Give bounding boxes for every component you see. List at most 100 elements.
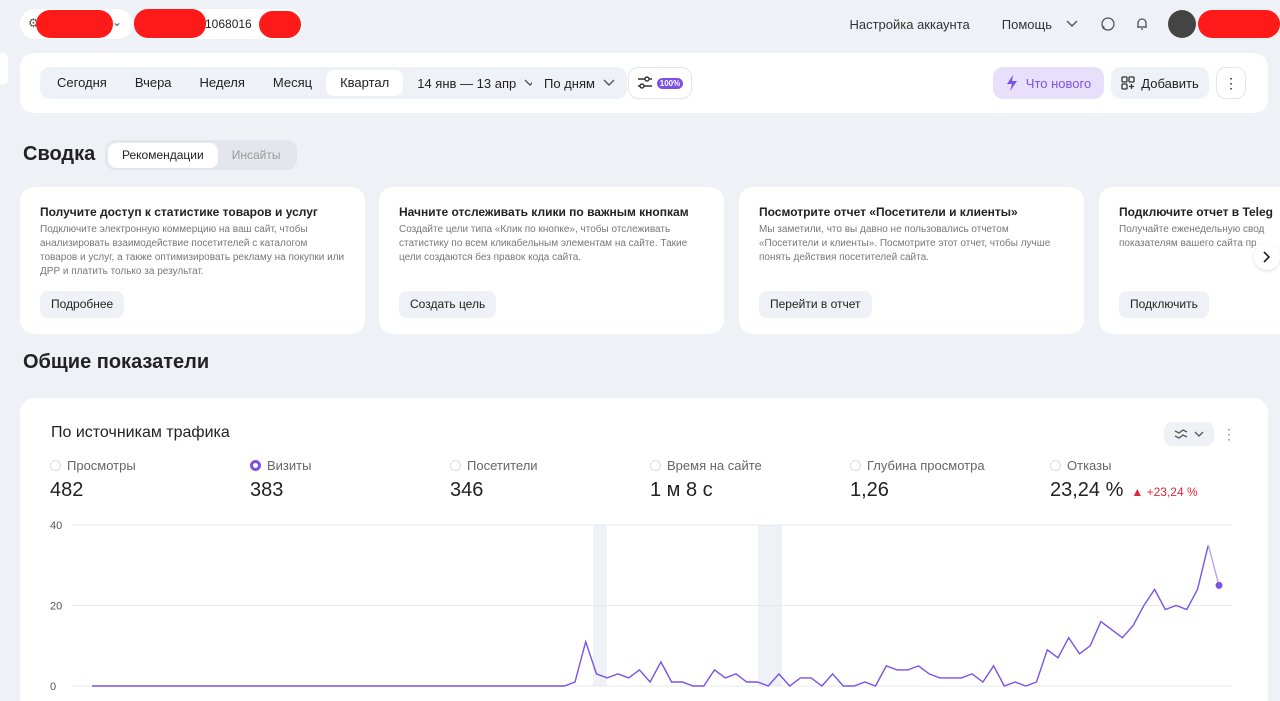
sliders-icon [637,76,652,89]
panel-title: По источникам трафика [51,424,230,441]
date-range-picker[interactable]: 14 янв — 13 апр [403,76,548,91]
period-yesterday[interactable]: Вчера [134,75,172,90]
card-title: Посмотрите отчет «Посетители и клиенты» [759,205,1018,219]
radio-button[interactable] [850,460,861,471]
radio-button-selected[interactable] [250,460,261,471]
y-tick-label: 20 [50,601,62,613]
bell-icon[interactable] [1130,12,1154,36]
filters-button[interactable]: 100% [628,67,692,99]
card-text: Получайте еженедельную свод показателям … [1119,224,1265,249]
period-week[interactable]: Неделя [199,75,245,90]
more-menu-button[interactable]: ⋮ [1216,67,1246,99]
help-link[interactable]: Помощь [1001,16,1052,32]
metrics-section-title: Общие показатели [23,351,210,373]
radio-button[interactable] [450,460,461,471]
card-text: Мы заметили, что вы давно не пользовалис… [759,224,1051,263]
card-text: Подключите электронную коммерцию на ваш … [40,224,345,277]
metric-value: 23,24 % [1050,479,1124,501]
period-month[interactable]: Месяц [272,75,313,90]
summary-tabs: Рекомендации Инсайты [105,140,298,170]
filter-panel: Сегодня Вчера Неделя Месяц Квартал 14 ян… [20,53,1268,113]
metric-value: 482 [50,479,84,501]
period-selector: Сегодня Вчера Неделя Месяц Квартал 14 ян… [40,67,552,99]
widgets-icon [1121,76,1135,90]
chart-type-selector[interactable] [1164,422,1214,446]
chevron-down-icon: ⌄ [112,15,123,29]
gear-icon: ⚙ [28,16,39,30]
metric-visitors[interactable]: Посетители 346 [450,458,645,502]
redacted-user-name [1198,10,1280,38]
recommendation-card: Начните отслеживать клики по важным кноп… [379,187,724,334]
redacted-site-name [36,10,113,38]
chevron-down-icon[interactable] [1060,12,1084,36]
sampling-badge: 100% [656,77,684,89]
counter-id: 1068016 [205,17,252,31]
add-label: Добавить [1141,75,1199,91]
more-vertical-icon: ⋮ [1224,74,1238,91]
avatar[interactable] [1168,10,1196,38]
series-line-incomplete [1207,544,1220,586]
metric-value: 346 [450,479,484,501]
y-tick-label: 0 [50,681,56,693]
card-button[interactable]: Подключить [1119,291,1209,318]
visits-line-chart: 0 20 40 [50,520,1232,693]
tab-insights[interactable]: Инсайты [231,147,281,162]
metric-label: Просмотры [67,458,136,473]
radio-button[interactable] [650,460,661,471]
metric-delta: ▲ +23,24 % [1131,485,1198,499]
tab-recommendations[interactable]: Рекомендации [108,142,218,168]
top-bar: ⚙ ⌄ 1068016 Настройка аккаунта Помощь [0,0,1280,48]
date-range-label: 14 янв — 13 апр [417,75,517,91]
account-settings-link[interactable]: Настройка аккаунта [849,16,970,32]
grouping-label: По дням [544,75,595,91]
metric-label: Глубина просмотра [867,458,985,473]
panel-more-button[interactable]: ⋮ [1222,422,1236,446]
metric-bounce-rate[interactable]: Отказы 23,24 % ▲ +23,24 % [1050,458,1245,502]
metric-value: 383 [250,479,284,501]
last-point[interactable] [1215,581,1223,589]
chart-lines-icon [1174,429,1188,439]
card-title: Подключите отчет в Teleg [1119,205,1273,219]
card-text: Создайте цели типа «Клик по кнопке», что… [399,224,688,263]
series-line-visits [92,544,1209,687]
metric-page-depth[interactable]: Глубина просмотра 1,26 [850,458,1045,502]
recommendation-card: Подключите отчет в Teleg Получайте ежене… [1099,187,1280,334]
metric-time-on-site[interactable]: Время на сайте 1 м 8 с [650,458,845,502]
metric-value: 1 м 8 с [650,479,713,501]
period-quarter[interactable]: Квартал [326,70,404,96]
metric-value: 1,26 [850,479,889,501]
recommendation-card: Получите доступ к статистике товаров и у… [20,187,365,334]
add-button[interactable]: Добавить [1111,67,1209,99]
chat-icon[interactable] [1096,12,1120,36]
recommendation-card: Посмотрите отчет «Посетители и клиенты» … [739,187,1084,334]
whats-new-button[interactable]: Что нового [993,67,1104,99]
card-button[interactable]: Подробнее [40,291,125,318]
radio-button[interactable] [50,460,61,471]
metric-label: Визиты [267,458,312,473]
carousel-next-button[interactable] [1254,244,1280,270]
summary-title: Сводка [23,143,96,165]
redacted-counter-suffix [259,11,301,38]
whats-new-label: Что нового [1025,75,1092,91]
left-edge-tab[interactable] [0,53,8,85]
period-today[interactable]: Сегодня [57,75,107,90]
top-right-menu: Настройка аккаунта Помощь [849,10,1280,38]
chevron-down-icon [603,79,615,86]
grouping-dropdown[interactable]: По дням [532,67,627,99]
metric-pageviews[interactable]: Просмотры 482 [50,458,245,502]
chevron-down-icon [1194,431,1204,437]
y-tick-label: 40 [50,520,62,532]
radio-button[interactable] [1050,460,1061,471]
card-title: Начните отслеживать клики по важным кноп… [399,205,689,219]
card-button[interactable]: Создать цель [399,291,497,318]
metric-label: Отказы [1067,458,1112,473]
metric-label: Посетители [467,458,538,473]
redacted-site-url [134,9,206,38]
card-title: Получите доступ к статистике товаров и у… [40,205,318,219]
chevron-right-icon [1263,251,1271,263]
metric-label: Время на сайте [667,458,762,473]
lightning-icon [1006,75,1017,91]
card-button[interactable]: Перейти в отчет [759,291,872,318]
traffic-sources-panel: По источникам трафика ⋮ Просмотры 482 Ви… [20,398,1268,701]
metric-visits[interactable]: Визиты 383 [250,458,445,502]
